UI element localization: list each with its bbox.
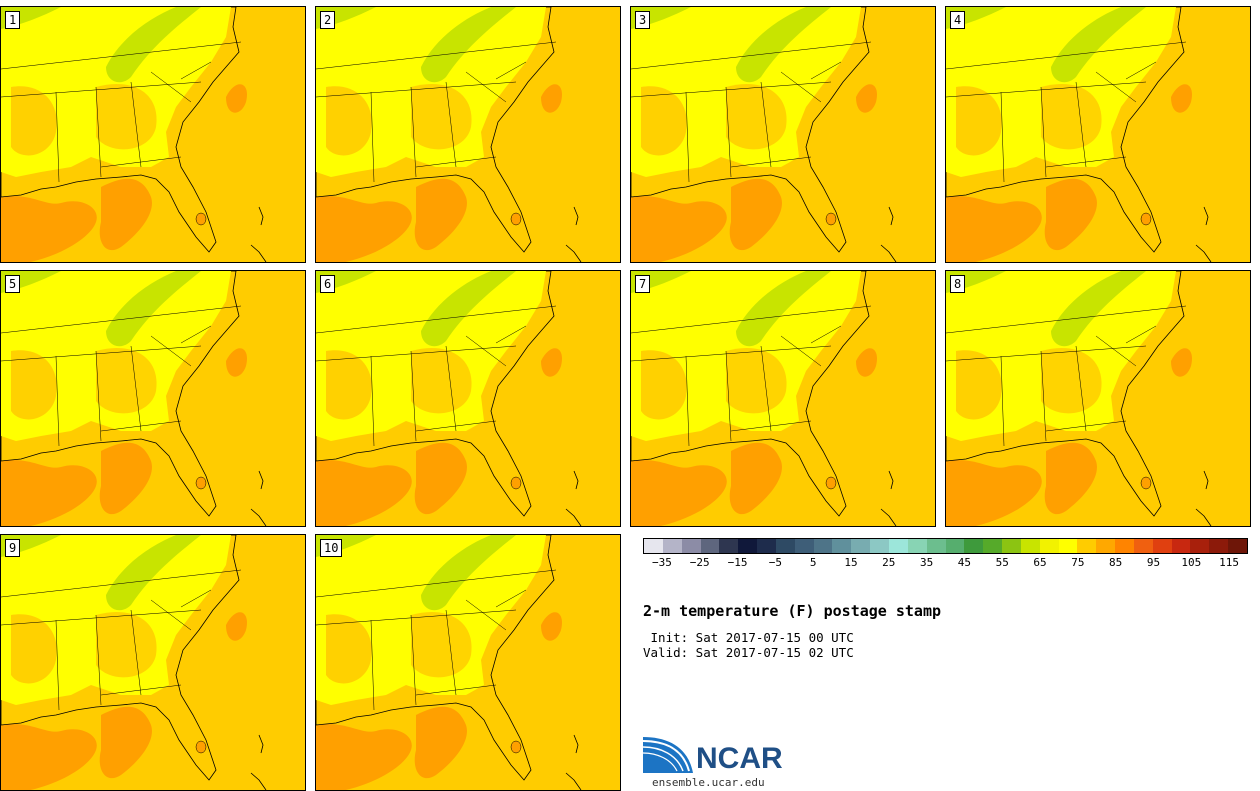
colorbar-tick-label: 65 [1033,556,1047,569]
colorbar-bin [1020,539,1040,553]
colorbar [643,538,1248,554]
colorbar-bin [1190,539,1210,553]
colorbar-bin [700,539,720,553]
colorbar-bin [794,539,814,553]
colorbar-tick-label: −25 [689,556,710,569]
colorbar-bin [644,539,663,553]
panel-number-label: 2 [320,11,336,29]
colorbar-tick-label: −35 [651,556,672,569]
colorbar-tick-label: 75 [1071,556,1085,569]
se-us-temperature-map [946,271,1250,526]
map-panel: 1 [0,6,306,263]
map-panel: 7 [630,270,936,527]
colorbar-bin [888,539,908,553]
map-panel: 9 [0,534,306,791]
colorbar-bin [738,539,758,553]
se-us-temperature-map [631,7,935,262]
map-panel: 3 [630,6,936,263]
panel-number-label: 1 [5,11,21,29]
map-panel: 2 [315,6,621,263]
colorbar-ticks: −35 −25 −15 −5 5 15 25 35 45 55 65 75 85 95 105 115 [643,556,1248,572]
colorbar-tick-label: −5 [768,556,782,569]
colorbar-bin [964,539,984,553]
ncar-logo-text: NCAR [696,742,783,775]
colorbar-tick-label: 15 [844,556,858,569]
colorbar-bin [1039,539,1059,553]
colorbar-bin [1133,539,1153,553]
colorbar-bin [1115,539,1134,553]
colorbar-tick-label: 25 [882,556,896,569]
colorbar-bin [775,539,795,553]
colorbar-tick-label: 105 [1181,556,1202,569]
panel-number-label: 10 [320,539,343,557]
ncar-logo [643,737,693,773]
panel-number-label: 7 [635,275,651,293]
colorbar-bin [662,539,682,553]
colorbar-tick-label: 115 [1219,556,1240,569]
se-us-temperature-map [316,535,620,790]
colorbar-bin [870,539,889,553]
colorbar-tick-label: 55 [995,556,1009,569]
valid-time: Valid: Sat 2017-07-15 02 UTC [643,645,854,660]
colorbar-bin [681,539,701,553]
map-panel: 6 [315,270,621,527]
colorbar-bin [851,539,871,553]
colorbar-bin [945,539,965,553]
panel-number-label: 6 [320,275,336,293]
colorbar-bin [719,539,739,553]
colorbar-bin [1152,539,1172,553]
panel-number-label: 9 [5,539,21,557]
colorbar-bin [1096,539,1116,553]
colorbar-tick-label: 35 [919,556,934,569]
se-us-temperature-map [631,271,935,526]
colorbar-bin [983,539,1003,553]
colorbar-bin [1002,539,1021,553]
se-us-temperature-map [946,7,1250,262]
map-panel: 5 [0,270,306,527]
colorbar-bin [907,539,927,553]
logo-url: ensemble.ucar.edu [652,776,765,789]
colorbar-bin [1209,539,1229,553]
se-us-temperature-map [316,271,620,526]
panel-number-label: 3 [635,11,651,29]
se-us-temperature-map [1,535,305,790]
se-us-temperature-map [1,7,305,262]
colorbar-tick-label: 45 [957,556,972,569]
colorbar-tick-label: 95 [1146,556,1161,569]
colorbar-bin [813,539,833,553]
se-us-temperature-map [316,7,620,262]
map-panel: 8 [945,270,1251,527]
colorbar-bin [1077,539,1097,553]
colorbar-tick-label: −15 [727,556,748,569]
colorbar-bin [1228,539,1247,553]
colorbar-bin [1058,539,1078,553]
colorbar-tick-label: 5 [809,556,817,569]
map-panel: 10 [315,534,621,791]
se-us-temperature-map [1,271,305,526]
figure-title: 2-m temperature (F) postage stamp [643,602,942,620]
map-panel: 4 [945,6,1251,263]
colorbar-bin [1171,539,1191,553]
colorbar-bin [926,539,946,553]
panel-number-label: 5 [5,275,21,293]
panel-number-label: 8 [950,275,966,293]
colorbar-tick-label: 85 [1109,556,1123,569]
colorbar-bin [832,539,852,553]
panel-number-label: 4 [950,11,966,29]
colorbar-bin [757,539,776,553]
init-time: Init: Sat 2017-07-15 00 UTC [643,630,854,645]
